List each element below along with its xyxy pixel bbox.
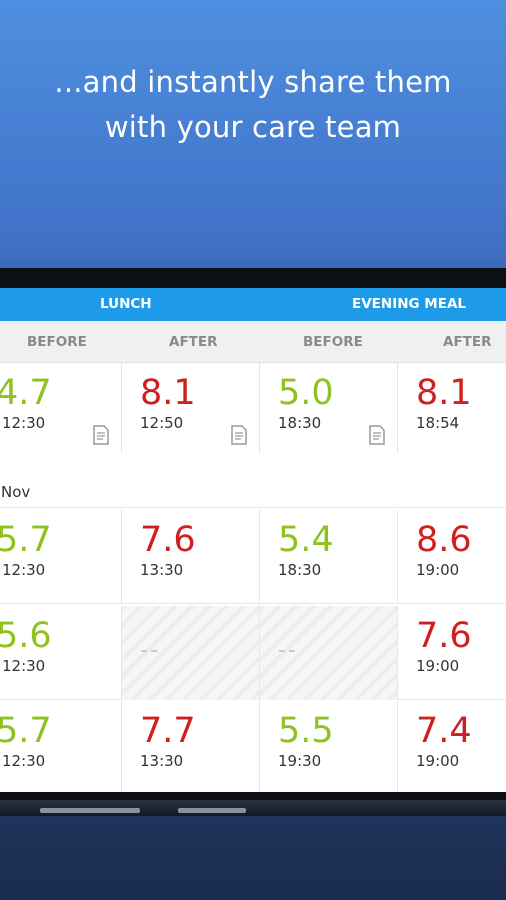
reading-cell[interactable]: 5.5 19:30 <box>260 701 398 792</box>
table-row: 5.7 12:30 7.7 13:30 5.5 19:30 7.4 19:00 <box>0 701 506 792</box>
empty-placeholder: -- <box>140 638 160 663</box>
reading-time: 18:30 <box>278 561 322 579</box>
empty-reading-cell[interactable]: -- <box>260 606 398 700</box>
meal-header: LUNCH EVENING MEAL <box>0 288 506 321</box>
readings-table: LUNCH EVENING MEAL BEFORE AFTER BEFORE A… <box>0 288 506 792</box>
table-row: 4.7 12:30 8.1 12:50 5.0 18:30 8.1 18:54 <box>0 363 506 457</box>
reading-cell[interactable]: 8.1 18:54 <box>398 363 506 457</box>
note-icon[interactable] <box>230 425 248 445</box>
reading-cell[interactable]: 7.7 13:30 <box>122 701 260 792</box>
reading-cell[interactable]: 8.1 12:50 <box>122 363 260 457</box>
reading-time: 12:30 <box>2 657 46 675</box>
reading-value: 5.7 <box>0 711 52 751</box>
reading-time: 12:30 <box>2 561 46 579</box>
note-icon[interactable] <box>92 425 110 445</box>
reading-cell[interactable]: 7.6 13:30 <box>122 510 260 604</box>
empty-placeholder: -- <box>278 638 298 663</box>
date-label: Nov <box>1 483 31 501</box>
reading-value: 4.7 <box>0 373 52 413</box>
table-row: 5.7 12:30 7.6 13:30 5.4 18:30 8.6 19:00 <box>0 510 506 604</box>
reading-cell[interactable]: 4.7 12:30 <box>0 363 122 457</box>
reading-time: 18:30 <box>278 414 322 432</box>
reading-value: 7.4 <box>416 711 472 751</box>
reading-time: 19:00 <box>416 752 460 770</box>
reading-value: 5.6 <box>0 616 52 656</box>
reading-value: 5.0 <box>278 373 334 413</box>
reading-cell[interactable]: 7.4 19:00 <box>398 701 506 792</box>
reading-cell[interactable]: 5.6 12:30 <box>0 606 122 700</box>
col-after-lunch: AFTER <box>169 334 218 350</box>
date-divider <box>0 453 506 508</box>
reading-value: 7.6 <box>416 616 472 656</box>
column-header: BEFORE AFTER BEFORE AFTER <box>0 321 506 363</box>
reading-value: 7.7 <box>140 711 196 751</box>
meal-lunch-label[interactable]: LUNCH <box>100 296 152 312</box>
note-icon[interactable] <box>368 425 386 445</box>
reading-cell[interactable]: 5.4 18:30 <box>260 510 398 604</box>
reading-time: 12:50 <box>140 414 184 432</box>
reading-value: 8.6 <box>416 520 472 560</box>
reading-time: 13:30 <box>140 752 184 770</box>
headline: ...and instantly share them with your ca… <box>0 60 506 150</box>
col-before-lunch: BEFORE <box>27 334 87 350</box>
headline-line-1: ...and instantly share them <box>54 65 452 99</box>
tablet-button <box>40 808 140 813</box>
reading-cell[interactable]: 5.7 12:30 <box>0 510 122 604</box>
empty-reading-cell[interactable]: -- <box>122 606 260 700</box>
reading-value: 7.6 <box>140 520 196 560</box>
reading-time: 12:30 <box>2 752 46 770</box>
reading-value: 8.1 <box>140 373 196 413</box>
table-row: 5.6 12:30 -- -- 7.6 19:00 <box>0 606 506 700</box>
reading-time: 19:00 <box>416 561 460 579</box>
headline-line-2: with your care team <box>104 110 402 144</box>
reading-time: 19:30 <box>278 752 322 770</box>
meal-evening-label[interactable]: EVENING MEAL <box>352 296 466 312</box>
reading-cell[interactable]: 7.6 19:00 <box>398 606 506 700</box>
reading-value: 5.5 <box>278 711 334 751</box>
reading-cell[interactable]: 8.6 19:00 <box>398 510 506 604</box>
reading-time: 19:00 <box>416 657 460 675</box>
col-before-evening: BEFORE <box>303 334 363 350</box>
reading-value: 5.7 <box>0 520 52 560</box>
reading-time: 13:30 <box>140 561 184 579</box>
reading-value: 8.1 <box>416 373 472 413</box>
reading-cell[interactable]: 5.0 18:30 <box>260 363 398 457</box>
reading-time: 12:30 <box>2 414 46 432</box>
reading-time: 18:54 <box>416 414 460 432</box>
col-after-evening: AFTER <box>443 334 492 350</box>
reading-value: 5.4 <box>278 520 334 560</box>
tablet-button <box>178 808 246 813</box>
reading-cell[interactable]: 5.7 12:30 <box>0 701 122 792</box>
